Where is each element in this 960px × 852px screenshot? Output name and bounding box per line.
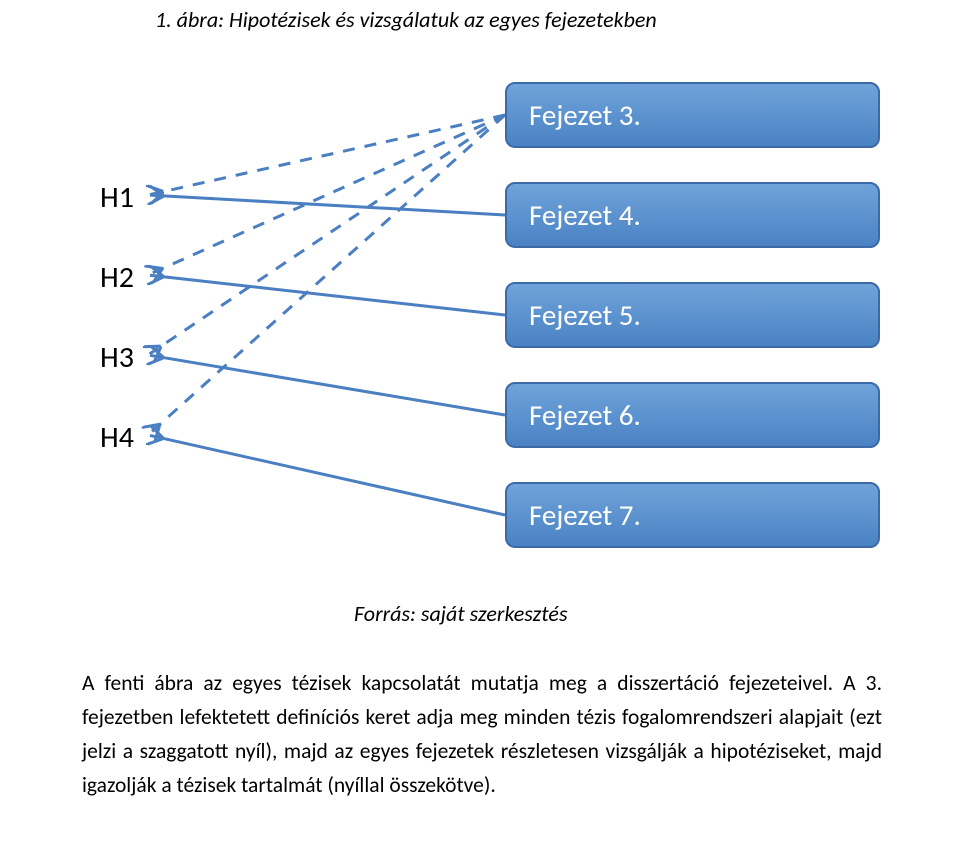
edge-line — [150, 115, 505, 274]
chapter-label: Fejezet 5. — [529, 297, 641, 333]
diagram-page: 1. ábra: Hipotézisek és vizsgálatuk az e… — [0, 0, 960, 852]
edge-line — [150, 355, 505, 415]
chapter-box: Fejezet 7. — [505, 482, 880, 548]
chapter-label: Fejezet 3. — [529, 97, 641, 133]
chapter-label: Fejezet 7. — [529, 497, 641, 533]
chapter-box: Fejezet 4. — [505, 182, 880, 248]
edge-line — [150, 435, 505, 515]
hypothesis-label: H4 — [100, 419, 134, 456]
hypothesis-label: H1 — [100, 179, 134, 216]
description-paragraph: A fenti ábra az egyes tézisek kapcsolatá… — [82, 666, 882, 802]
edge-line — [150, 275, 505, 315]
edge-line — [150, 115, 505, 354]
chapter-label: Fejezet 4. — [529, 197, 641, 233]
hypothesis-label: H2 — [100, 259, 134, 296]
chapter-box: Fejezet 3. — [505, 82, 880, 148]
chapter-box: Fejezet 5. — [505, 282, 880, 348]
edge-line — [149, 115, 505, 434]
edge-line — [150, 195, 505, 215]
chapter-label: Fejezet 6. — [529, 397, 641, 433]
hypothesis-label: H3 — [100, 339, 134, 376]
figure-title: 1. ábra: Hipotézisek és vizsgálatuk az e… — [155, 6, 657, 33]
chapter-box: Fejezet 6. — [505, 382, 880, 448]
edge-line — [150, 115, 505, 195]
figure-source: Forrás: saját szerkesztés — [354, 600, 568, 627]
